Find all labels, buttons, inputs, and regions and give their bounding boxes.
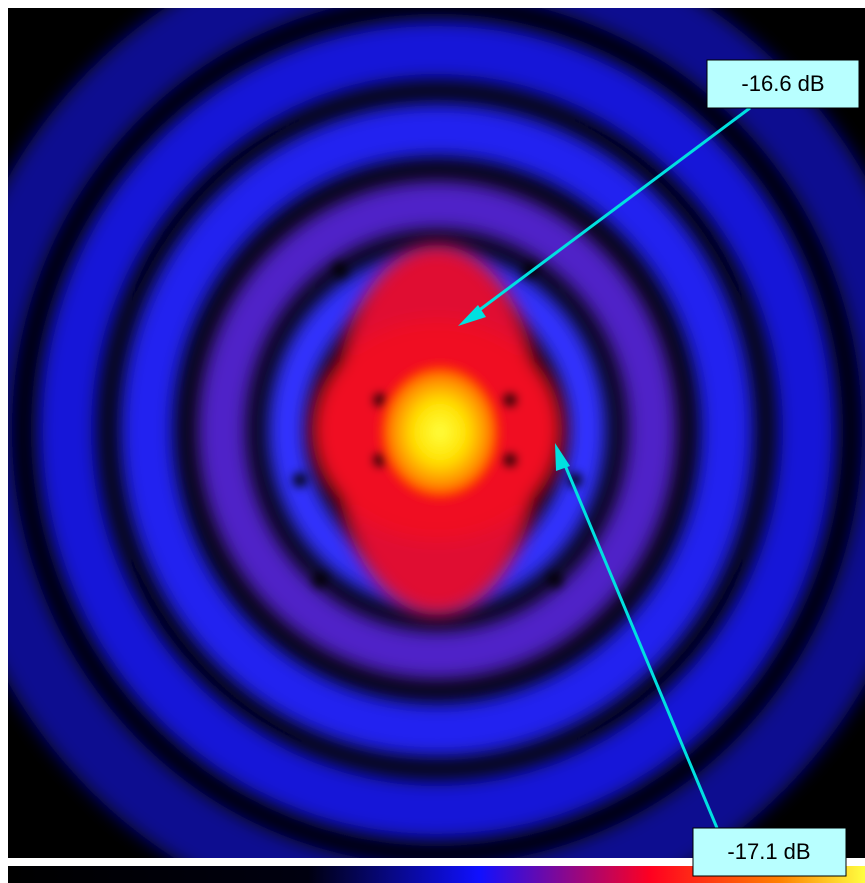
beam-pattern-view: -16.6 dB -17.1 dB (0, 0, 865, 883)
annotation-label: -17.1 dB (727, 839, 810, 864)
annotation-label: -16.6 dB (741, 71, 824, 96)
page: -16.6 dB -17.1 dB (() => { const data = … (0, 0, 865, 883)
